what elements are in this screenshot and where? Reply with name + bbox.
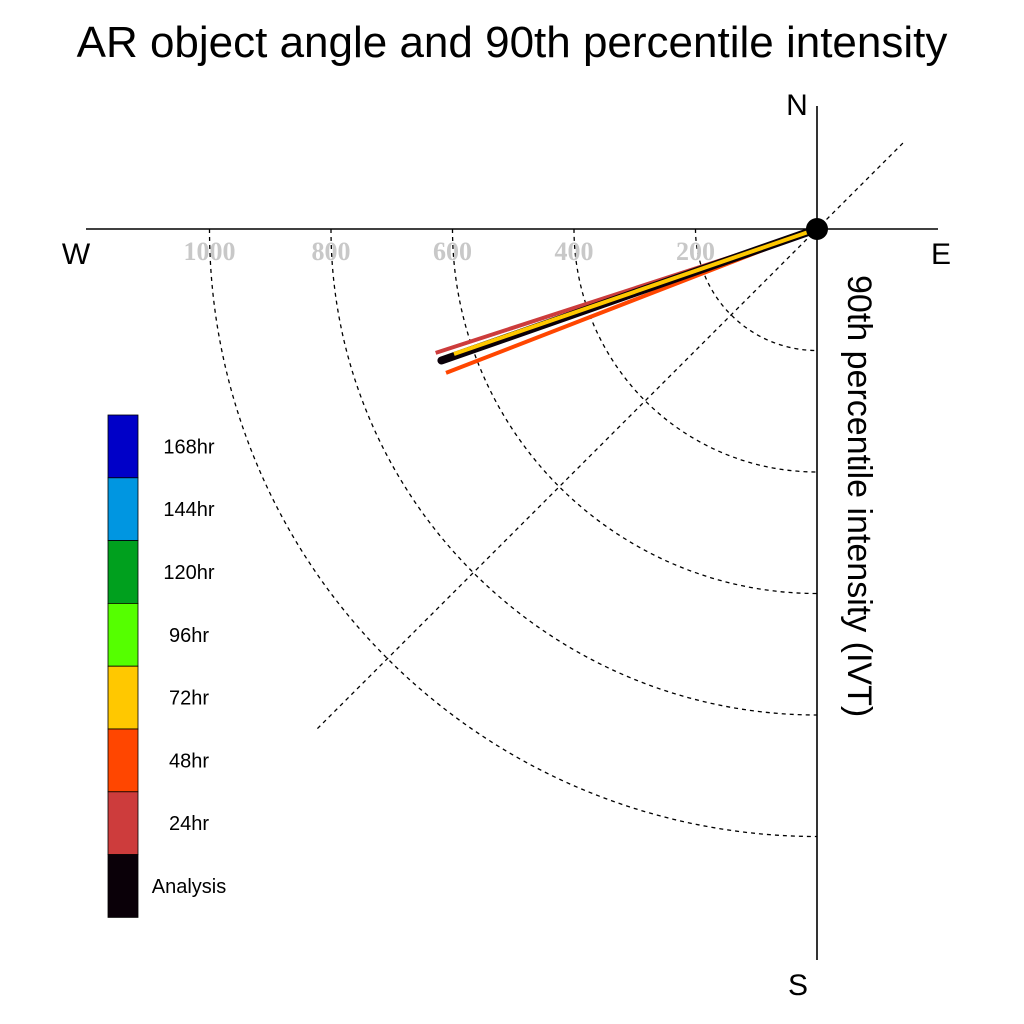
legend-label: 96hr — [169, 625, 209, 647]
diagonal-gridline — [314, 142, 904, 732]
y-axis-label: 90th percentile intensity (IVT) — [840, 275, 878, 717]
legend-label: 144hr — [163, 499, 214, 521]
compass-east: E — [931, 238, 951, 271]
legend-swatch — [107, 477, 139, 541]
radial-tick-label: 200 — [676, 237, 715, 266]
legend-swatch — [107, 665, 139, 730]
radial-tick-label: 800 — [312, 237, 351, 266]
legend-swatch — [107, 854, 139, 918]
legend-label: 72hr — [169, 688, 209, 710]
chart-title: AR object angle and 90th percentile inte… — [77, 18, 948, 67]
legend-label: Analysis — [152, 876, 226, 898]
legend-swatch — [107, 540, 139, 604]
grid-arc — [694, 228, 818, 352]
grid-arc — [330, 228, 818, 716]
radial-ticks: 200 400 600 800 1000 — [184, 237, 716, 266]
legend-label: 48hr — [169, 750, 209, 772]
legend-label: 24hr — [169, 813, 209, 835]
legend-swatch — [107, 791, 139, 855]
legend-label: 168hr — [163, 436, 214, 458]
legend-swatch — [107, 603, 139, 667]
series-vector-72hr — [453, 227, 818, 356]
legend-swatch — [107, 414, 139, 479]
compass-north: N — [786, 89, 808, 122]
legend-swatch — [107, 728, 139, 793]
grid — [208, 142, 904, 838]
grid-arc — [208, 228, 818, 838]
radial-tick-label: 400 — [555, 237, 594, 266]
compass-west: W — [62, 238, 91, 271]
legend-label: 120hr — [163, 562, 214, 584]
series-vectors — [435, 225, 821, 375]
legend: 168hr 144hr 120hr 96hr 72hr 48hr 24hr Analysis — [107, 414, 226, 918]
compass-south: S — [788, 969, 808, 1002]
origin-marker — [806, 218, 828, 240]
radial-tick-label: 600 — [433, 237, 472, 266]
radial-tick-label: 1000 — [184, 237, 236, 266]
